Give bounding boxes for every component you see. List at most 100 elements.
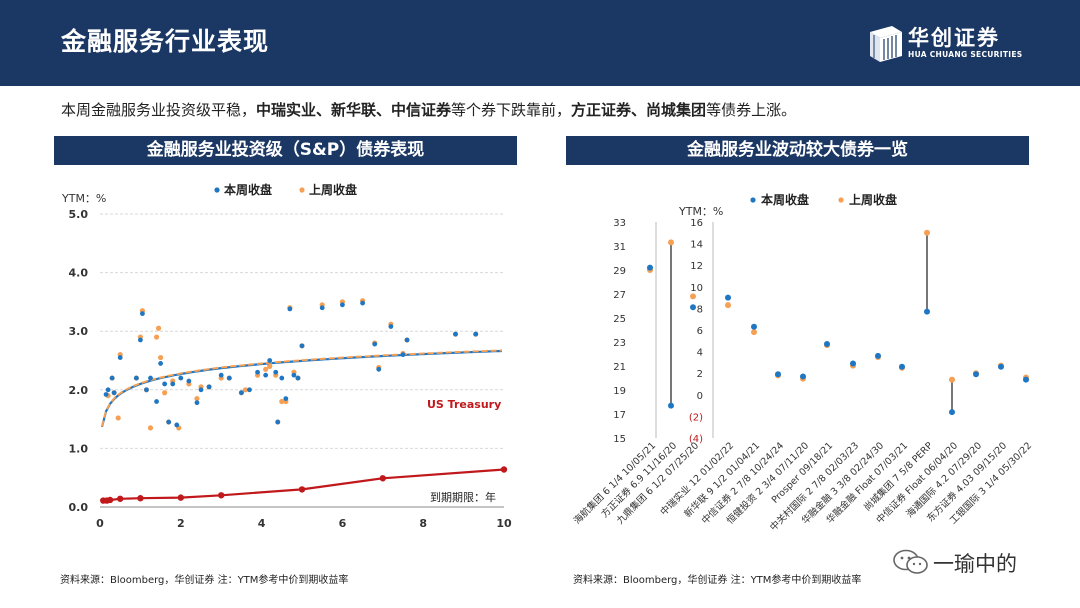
this-week-point bbox=[133, 375, 139, 381]
last-week-point bbox=[147, 425, 154, 431]
this-week-point bbox=[198, 387, 204, 393]
right-left-tick-label: 15 bbox=[613, 434, 626, 445]
category-label: 海航集团 6 1/4 10/05/21 bbox=[571, 440, 658, 527]
watermark: 一瑜中的 bbox=[893, 548, 1053, 578]
left-x-tick-label: 10 bbox=[496, 517, 512, 530]
this-week-point bbox=[360, 300, 365, 306]
summary-part-1: 本周金融服务业投资级平稳， bbox=[61, 101, 257, 119]
header-bar: 金融服务行业表现 华创证券 HUA CHUANG SECURITIES bbox=[0, 0, 1080, 86]
right-secondary-tick-label: 4 bbox=[697, 348, 703, 359]
this-week-point bbox=[291, 372, 297, 378]
summary-part-3: 等债券上涨。 bbox=[706, 101, 797, 119]
last-week-point bbox=[115, 415, 121, 421]
last-week-point bbox=[668, 239, 674, 246]
this-week-point bbox=[973, 371, 979, 378]
left-x-tick-label: 0 bbox=[96, 517, 104, 530]
left-x-tick-label: 4 bbox=[258, 517, 266, 530]
this-week-point bbox=[372, 341, 378, 347]
treasury-point bbox=[500, 466, 508, 473]
legend-last-week-label: 上周收盘 bbox=[309, 182, 357, 197]
legend-last-week-marker bbox=[299, 187, 305, 193]
treasury-point bbox=[298, 486, 306, 493]
this-week-point bbox=[725, 294, 731, 301]
left-y-tick-label: 2.0 bbox=[69, 384, 89, 397]
this-week-point bbox=[194, 400, 200, 406]
this-week-point bbox=[287, 306, 293, 312]
this-week-point bbox=[218, 372, 224, 378]
treasury-point bbox=[218, 492, 225, 499]
summary-text: 本周金融服务业投资级平稳，中瑞实业、新华联、中信证券等个券下跌靠前，方正证券、尚… bbox=[61, 99, 796, 120]
right-left-tick-label: 25 bbox=[613, 314, 626, 325]
left-x-tick-label: 6 bbox=[339, 517, 347, 530]
this-week-point bbox=[949, 409, 955, 416]
right-left-tick-label: 21 bbox=[613, 362, 626, 373]
this-week-point bbox=[473, 331, 479, 337]
this-week-point bbox=[1023, 376, 1029, 383]
left-ylabel: YTM：% bbox=[61, 192, 106, 205]
right-left-tick-label: 23 bbox=[613, 338, 626, 349]
treasury-point bbox=[106, 496, 114, 504]
right-left-tick-label: 33 bbox=[613, 218, 626, 229]
last-week-point bbox=[279, 398, 285, 405]
this-week-point bbox=[283, 396, 289, 401]
this-week-point bbox=[170, 381, 176, 387]
right-source-note: 资料来源：Bloomberg，华创证券 注：YTM参考中价到期收益率 bbox=[573, 575, 862, 586]
this-week-point bbox=[279, 375, 285, 381]
left-x-tick-label: 8 bbox=[419, 517, 427, 530]
this-week-point bbox=[850, 360, 856, 367]
right-ylabel: YTM：% bbox=[678, 205, 723, 218]
this-week-point bbox=[267, 358, 273, 363]
this-week-point bbox=[647, 264, 653, 271]
company-logo: 华创证券 HUA CHUANG SECURITIES bbox=[864, 22, 1024, 64]
wechat-icon bbox=[893, 549, 928, 574]
left-y-tick-label: 3.0 bbox=[69, 325, 89, 338]
this-week-point bbox=[376, 366, 382, 372]
legend-last-week-marker bbox=[838, 197, 844, 203]
this-week-point bbox=[117, 355, 123, 360]
this-week-point bbox=[751, 323, 757, 330]
this-week-point bbox=[162, 381, 168, 387]
last-week-point bbox=[242, 387, 249, 393]
logo-cube-icon bbox=[870, 26, 902, 62]
right-secondary-tick-label: (2) bbox=[689, 412, 703, 423]
right-left-tick-label: 17 bbox=[613, 410, 626, 421]
this-week-point bbox=[899, 363, 905, 370]
last-week-point bbox=[158, 354, 164, 361]
right-secondary-tick-label: 16 bbox=[690, 218, 703, 229]
this-week-point bbox=[273, 369, 279, 375]
right-left-tick-label: 29 bbox=[613, 266, 626, 277]
this-week-point bbox=[247, 387, 252, 393]
left-legend: 本周收盘 上周收盘 bbox=[214, 182, 357, 197]
left-scatter-chart: YTM：% 本周收盘 上周收盘 0.0 1.0 2.0 3.0 4.0 5.0 0 2 4 6 8… bbox=[61, 182, 512, 530]
this-week-point bbox=[453, 331, 458, 337]
this-week-point bbox=[668, 402, 674, 409]
last-week-point bbox=[194, 395, 200, 402]
left-x-tick-label: 2 bbox=[177, 517, 185, 530]
this-week-point bbox=[388, 324, 394, 329]
last-week-point bbox=[267, 363, 273, 369]
left-treasury-series bbox=[100, 466, 508, 504]
last-week-point bbox=[162, 390, 168, 396]
this-week-point bbox=[148, 375, 153, 381]
left-fit-curves bbox=[100, 349, 503, 428]
right-axes: 33 31 29 27 25 23 21 19 17 15 16 14 12 10 8 6 4 2 0 (2) (4) bbox=[613, 218, 714, 445]
this-week-point bbox=[144, 387, 149, 393]
this-week-point bbox=[319, 305, 325, 311]
right-secondary-tick-label: 10 bbox=[690, 283, 703, 294]
treasury-point bbox=[177, 494, 184, 501]
watermark-text: 一瑜中的 bbox=[933, 552, 1017, 576]
this-week-point bbox=[775, 371, 781, 378]
this-week-point bbox=[255, 369, 260, 375]
right-left-tick-label: 31 bbox=[613, 242, 626, 253]
this-week-point bbox=[174, 422, 180, 428]
this-week-point bbox=[875, 352, 881, 359]
last-week-point bbox=[263, 366, 269, 372]
legend-this-week-label: 本周收盘 bbox=[761, 192, 809, 207]
summary-bold-2: 方正证券、尚城集团 bbox=[571, 101, 707, 119]
page-title: 金融服务行业表现 bbox=[61, 27, 270, 56]
legend-this-week-marker bbox=[214, 187, 220, 193]
this-week-point bbox=[178, 375, 184, 381]
last-week-point bbox=[690, 293, 696, 300]
this-week-point bbox=[103, 392, 109, 397]
